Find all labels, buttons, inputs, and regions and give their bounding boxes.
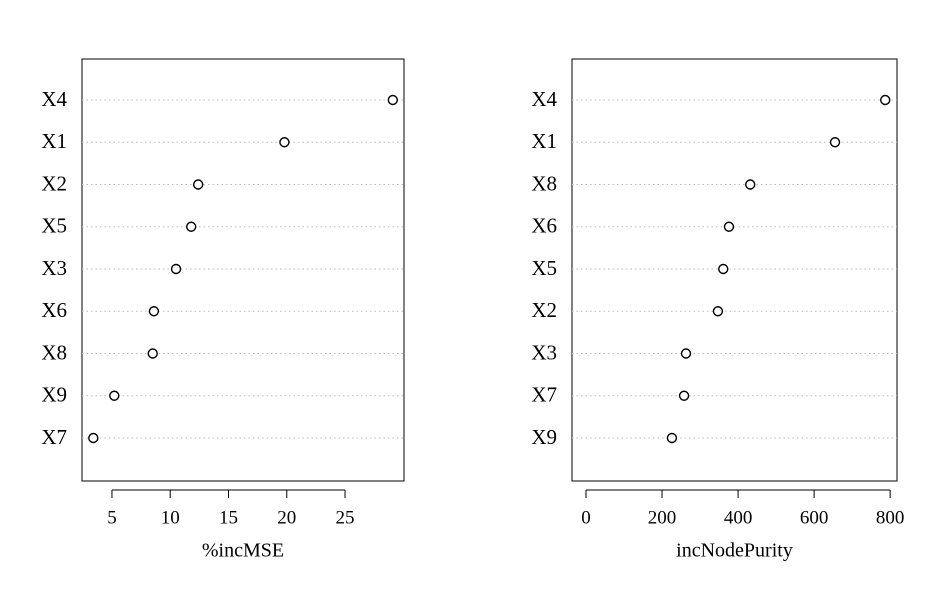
category-label: X1 xyxy=(41,129,67,153)
category-label: X3 xyxy=(41,256,67,280)
dot xyxy=(88,432,99,444)
category-label: X3 xyxy=(531,340,557,364)
dot xyxy=(147,348,158,359)
x-tick-label: 5 xyxy=(107,507,117,528)
dot xyxy=(387,94,399,106)
category-label: X8 xyxy=(41,340,67,364)
dot xyxy=(829,137,841,148)
dot xyxy=(718,263,729,275)
dot xyxy=(109,390,120,401)
dot xyxy=(680,348,692,359)
category-label: X8 xyxy=(531,171,557,195)
x-tick-label: 600 xyxy=(800,507,829,528)
x-tick-label: 15 xyxy=(219,507,238,528)
dot xyxy=(880,94,891,106)
category-label: X2 xyxy=(41,171,67,195)
category-label: X2 xyxy=(531,298,557,322)
dot xyxy=(279,137,290,148)
x-tick-label: 800 xyxy=(876,507,905,528)
dot xyxy=(712,306,724,317)
category-label: X4 xyxy=(531,87,557,111)
category-label: X5 xyxy=(41,214,67,238)
x-axis-label: %incMSE xyxy=(202,540,284,562)
category-label: X9 xyxy=(41,383,67,407)
dot xyxy=(745,179,756,190)
dot xyxy=(678,390,690,401)
x-axis-label: incNodePurity xyxy=(676,540,793,562)
category-label: X7 xyxy=(531,383,557,407)
x-tick-label: 10 xyxy=(161,507,180,528)
category-label: X7 xyxy=(41,425,67,449)
dot xyxy=(170,263,182,275)
plot-frame xyxy=(571,58,898,482)
dot xyxy=(148,306,160,317)
category-label: X5 xyxy=(531,256,557,280)
dot xyxy=(185,221,197,232)
category-label: X6 xyxy=(531,214,557,238)
x-tick-label: 200 xyxy=(648,507,677,528)
dot xyxy=(666,432,678,444)
category-label: X4 xyxy=(41,87,67,111)
category-label: X6 xyxy=(41,298,67,322)
x-tick-label: 25 xyxy=(336,507,355,528)
x-tick-label: 20 xyxy=(277,507,296,528)
dot xyxy=(192,179,204,190)
category-label: X9 xyxy=(531,425,557,449)
dot xyxy=(723,221,735,232)
plot-frame xyxy=(81,58,405,482)
category-label: X1 xyxy=(531,129,557,153)
x-tick-label: 0 xyxy=(581,507,591,528)
x-tick-label: 400 xyxy=(724,507,753,528)
